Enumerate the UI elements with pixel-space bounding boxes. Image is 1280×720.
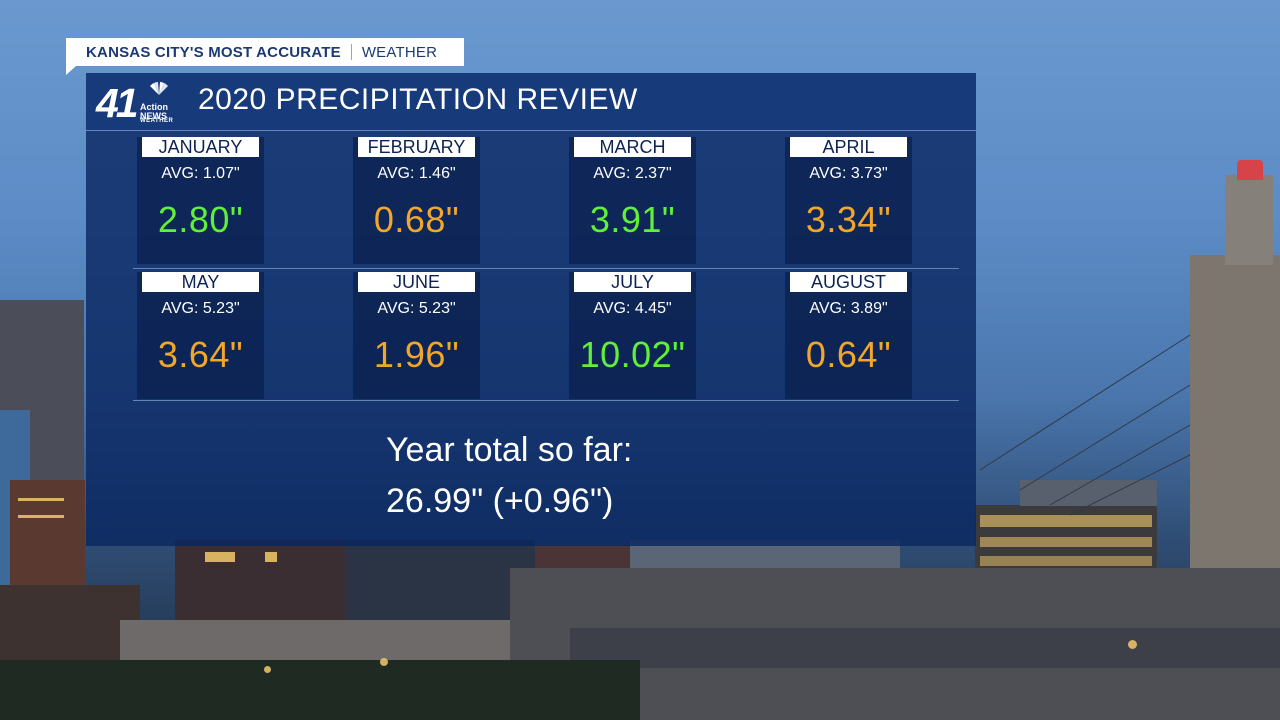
- logo-line2: NEWS: [140, 111, 167, 121]
- month-average: AVG: 2.37": [593, 165, 672, 182]
- tagline-divider: [350, 44, 352, 60]
- year-summary: Year total so far: 26.99" (+0.96"): [386, 425, 632, 527]
- month-total: 0.64": [805, 334, 892, 375]
- grid-bottom-divider: [133, 400, 959, 401]
- month-card-february: FEBRUARY AVG: 1.46" 0.68": [353, 137, 480, 264]
- foreground-trees: [0, 660, 640, 720]
- month-card-january: JANUARY AVG: 1.07" 2.80": [137, 137, 264, 264]
- summary-total: 26.99" (+0.96"): [386, 482, 614, 520]
- logo-number: 41: [96, 80, 139, 126]
- logo-line1: Action: [140, 102, 168, 112]
- panel-header: 41 Action NEWS WEATHER 2020 PRECIPITATION…: [86, 73, 976, 131]
- month-label: AUGUST: [790, 272, 907, 292]
- month-average: AVG: 4.45": [593, 300, 672, 317]
- month-card-april: APRIL AVG: 3.73" 3.34": [785, 137, 912, 264]
- month-total: 0.68": [373, 199, 460, 240]
- month-average: AVG: 3.89": [809, 300, 888, 317]
- tagline-tail: [66, 66, 76, 75]
- month-average: AVG: 5.23": [161, 300, 240, 317]
- station-logo: 41 Action NEWS WEATHER: [96, 80, 186, 126]
- month-total: 1.96": [373, 334, 460, 375]
- month-label: JULY: [574, 272, 691, 292]
- month-card-june: JUNE AVG: 5.23" 1.96": [353, 272, 480, 399]
- memorial-tower-top: [1225, 175, 1273, 265]
- month-average: AVG: 1.46": [377, 165, 456, 182]
- month-average: AVG: 1.07": [161, 165, 240, 182]
- month-label: MAY: [142, 272, 259, 292]
- logo-line3: WEATHER: [140, 118, 174, 124]
- month-total: 10.02": [579, 334, 686, 375]
- panel-title: 2020 PRECIPITATION REVIEW: [198, 83, 638, 116]
- memorial-tower-light: [1237, 160, 1263, 180]
- tagline-primary: KANSAS CITY'S MOST ACCURATE: [86, 43, 341, 61]
- bridge-cables: [979, 334, 1191, 516]
- month-total: 3.34": [805, 199, 892, 240]
- tagline-secondary: WEATHER: [361, 43, 438, 61]
- month-average: AVG: 3.73": [809, 165, 888, 182]
- month-card-august: AUGUST AVG: 3.89" 0.64": [785, 272, 912, 399]
- month-label: APRIL: [790, 137, 907, 157]
- month-card-july: JULY AVG: 4.45" 10.02": [569, 272, 696, 399]
- precipitation-panel: 41 Action NEWS WEATHER 2020 PRECIPITATION…: [86, 73, 976, 546]
- month-label: FEBRUARY: [358, 137, 475, 157]
- row-divider: [133, 268, 959, 269]
- summary-label: Year total so far:: [386, 431, 633, 469]
- month-average: AVG: 5.23": [377, 300, 456, 317]
- month-card-march: MARCH AVG: 2.37" 3.91": [569, 137, 696, 264]
- month-total: 3.91": [589, 199, 676, 240]
- month-label: JANUARY: [142, 137, 259, 157]
- logo-brand: Action NEWS: [140, 103, 182, 121]
- month-label: MARCH: [574, 137, 691, 157]
- month-total: 3.64": [157, 334, 244, 375]
- month-label: JUNE: [358, 272, 475, 292]
- right-roof: [1020, 480, 1157, 506]
- month-card-may: MAY AVG: 5.23" 3.64": [137, 272, 264, 399]
- foreground-canopy: [570, 628, 1280, 668]
- station-tagline: KANSAS CITY'S MOST ACCURATE WEATHER: [66, 38, 464, 66]
- peacock-icon: [150, 82, 168, 95]
- month-total: 2.80": [157, 199, 244, 240]
